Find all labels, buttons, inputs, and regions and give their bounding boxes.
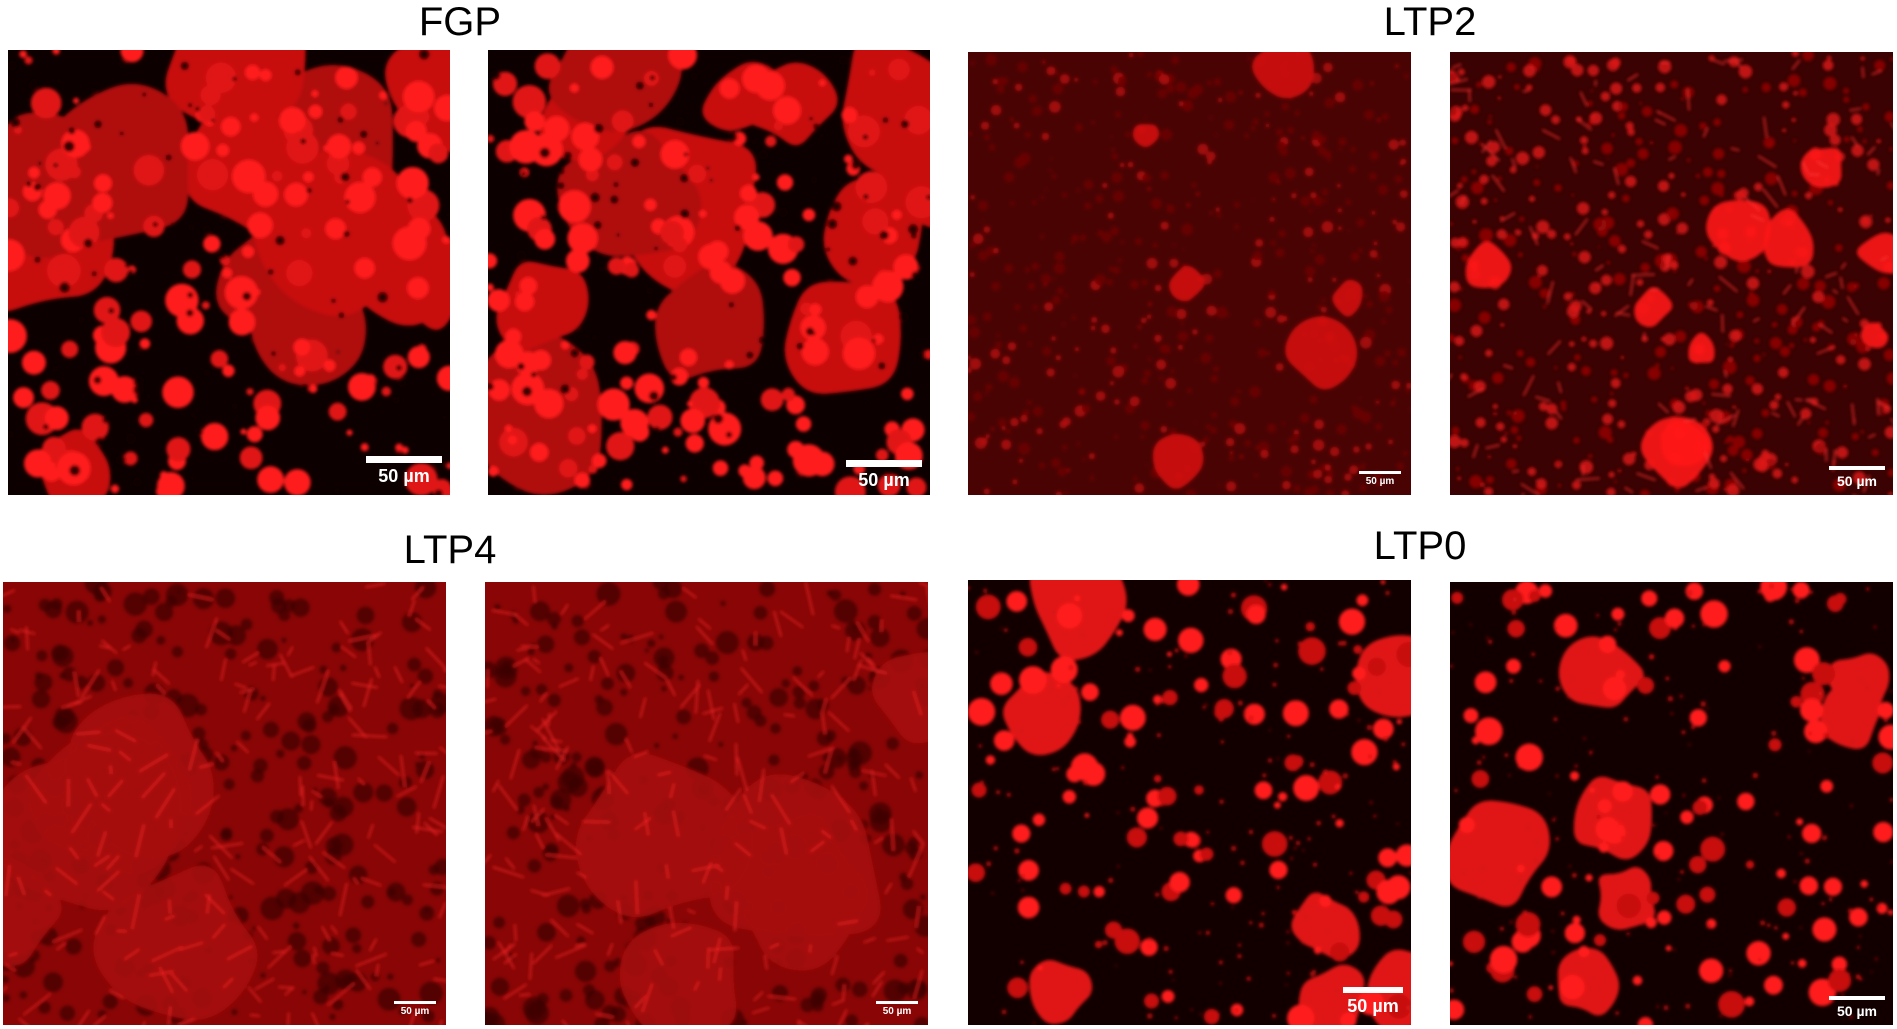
ltp2-micrograph-2: 50 µm: [1450, 52, 1893, 495]
ltp0-micrograph-1: 50 µm: [968, 580, 1411, 1025]
scale-bar-line: [366, 456, 442, 463]
scale-bar-line: [876, 1001, 918, 1004]
scale-bar-label: 50 µm: [1837, 1003, 1877, 1019]
ltp4-micrograph-2: 50 µm: [485, 582, 928, 1025]
scale-bar-label: 50 µm: [378, 466, 430, 486]
scale-bar: 50 µm: [394, 1001, 436, 1017]
scale-bar: 50 µm: [366, 456, 442, 487]
scale-bar: 50 µm: [1829, 996, 1885, 1019]
micrograph-texture: [1450, 52, 1893, 495]
scale-bar-label: 50 µm: [1365, 476, 1395, 487]
group-title-fgp: FGP: [418, 0, 502, 44]
micrograph-texture: [488, 50, 930, 495]
group-title-ltp0: LTP0: [1373, 524, 1467, 568]
micrograph-texture: [8, 50, 450, 495]
scale-bar-line: [1829, 466, 1885, 470]
group-title-ltp2: LTP2: [1383, 0, 1477, 44]
scale-bar-line: [394, 1001, 436, 1004]
fgp-micrograph-2: 50 µm: [488, 50, 930, 495]
scale-bar: 50 µm: [846, 460, 922, 491]
scale-bar: 50 µm: [1343, 987, 1403, 1017]
fgp-micrograph-1: 50 µm: [8, 50, 450, 495]
scale-bar-label: 50 µm: [1837, 473, 1877, 489]
scale-bar: 50 µm: [1829, 466, 1885, 489]
ltp2-micrograph-1: 50 µm: [968, 52, 1411, 495]
micrograph-texture: [485, 582, 928, 1025]
scale-bar: 50 µm: [1359, 471, 1401, 487]
scale-bar-line: [1359, 471, 1401, 474]
scale-bar-line: [1829, 996, 1885, 1000]
scale-bar-line: [846, 460, 922, 467]
micrograph-texture: [968, 52, 1411, 495]
micrograph-texture: [1450, 582, 1893, 1025]
scale-bar-label: 50 µm: [400, 1006, 430, 1017]
ltp4-micrograph-1: 50 µm: [3, 582, 446, 1025]
ltp0-micrograph-2: 50 µm: [1450, 582, 1893, 1025]
group-title-ltp4: LTP4: [403, 528, 497, 572]
micrograph-texture: [968, 580, 1411, 1025]
scale-bar-label: 50 µm: [1347, 996, 1399, 1016]
micrograph-texture: [3, 582, 446, 1025]
scale-bar-line: [1343, 987, 1403, 993]
scale-bar: 50 µm: [876, 1001, 918, 1017]
scale-bar-label: 50 µm: [882, 1006, 912, 1017]
scale-bar-label: 50 µm: [858, 470, 910, 490]
